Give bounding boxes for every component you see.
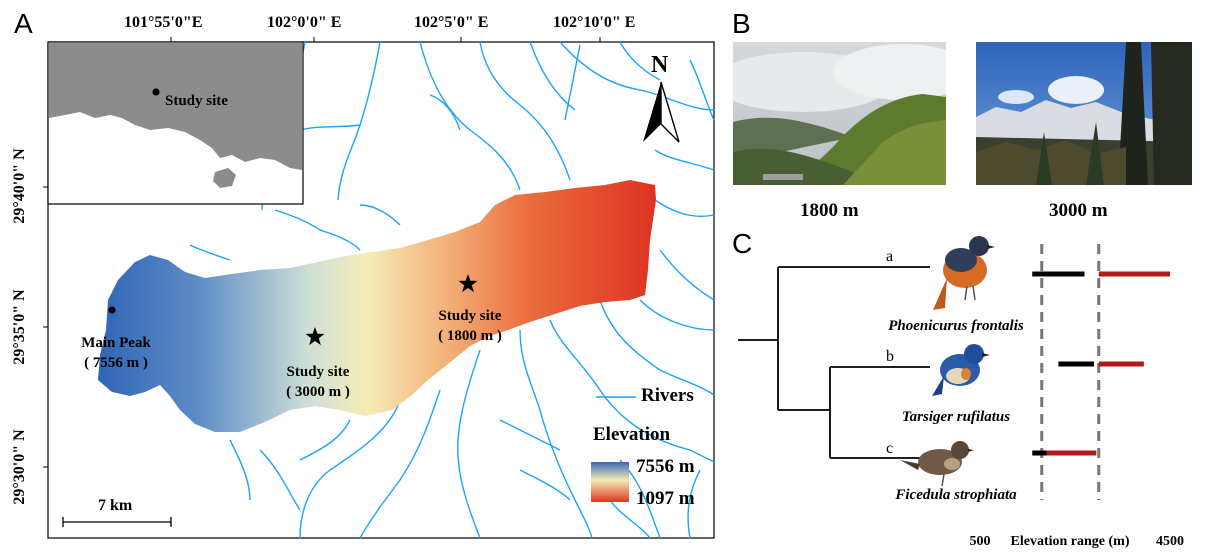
study-site-3000-label: Study site ( 3000 m ) [268,362,368,402]
bird-ficedula-strophiata [900,441,974,487]
lon-tick-3: 102°5'0" E [414,14,489,31]
inset-study-site-label: Study site [165,93,228,109]
species-name-c: Ficedula strophiata [894,487,1017,503]
phylogenetic-tree [738,266,930,459]
study-site-1800-star [458,274,478,293]
photo-1800m-caption: 1800 m [800,200,859,221]
inset-map [47,41,304,205]
elevation-legend-title: Elevation [593,424,671,445]
study-site-3000-star [305,327,325,346]
elevation-legend-bar [591,462,629,502]
main-peak-dot [108,306,116,314]
main-peak-name: Main Peak [81,335,151,351]
panel-c-label: C [732,228,753,259]
rivers [189,41,715,539]
scale-bar [62,517,172,527]
lon-tick-2: 102°0'0" E [267,14,342,31]
rivers-legend-label: Rivers [641,385,694,406]
study-site-3000-name: Study site [286,364,350,380]
study-site-1800-elevation: ( 1800 m ) [438,328,502,344]
elevation-basin [98,180,656,432]
bird-tarsiger-rufilatus [932,344,990,396]
scalebar-label: 7 km [98,497,133,514]
photo-3000m [976,42,1192,185]
map-ticks [43,37,601,468]
x-axis-min: 500 [970,534,991,549]
x-axis-max: 4500 [1156,534,1184,549]
study-site-1800-label: Study site ( 1800 m ) [420,306,520,346]
inset-study-site-dot [152,88,160,96]
lat-tick-1: 29°40'0" N [11,148,28,224]
main-peak-elevation: ( 7556 m ) [84,355,148,371]
species-name-b: Tarsiger rufilatus [902,409,1010,425]
lat-tick-3: 29°30'0" N [11,429,28,505]
clade-label-a: a [886,248,893,265]
study-site-3000-elevation: ( 3000 m ) [286,384,350,400]
species-name-a: Phoenicurus frontalis [888,318,1024,334]
map-figure [43,37,715,539]
study-site-1800-name: Study site [438,308,502,324]
range-bars [1032,244,1170,500]
panel-a-label: A [14,8,33,39]
lat-tick-2: 29°35'0" N [11,289,28,365]
elevation-legend-max: 7556 m [636,456,695,477]
north-label: N [651,52,669,78]
elevation-legend-min: 1097 m [636,488,695,509]
clade-label-b: b [886,348,894,365]
photo-3000m-caption: 3000 m [1049,200,1108,221]
north-arrow-icon [643,81,680,143]
bird-phoenicurus-frontalis [933,236,995,310]
x-axis-label: Elevation range (m) [1011,534,1130,549]
main-peak-label: Main Peak ( 7556 m ) [66,333,166,373]
panel-b-label: B [732,8,751,39]
lon-tick-1: 101°55'0"E [124,14,203,31]
photo-1800m [733,42,946,185]
clade-label-c: c [886,440,893,457]
phylogeny-chart: a b c Phoenicurus frontalis Tarsiger ruf… [738,236,1184,549]
lon-tick-4: 102°10'0" E [553,14,636,31]
